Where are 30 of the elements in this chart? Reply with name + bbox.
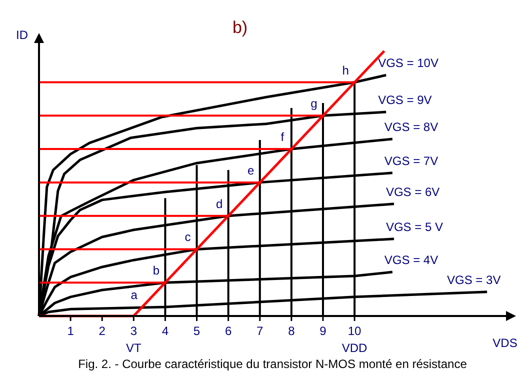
annotation: h — [342, 63, 349, 78]
x-tick-label: 9 — [320, 324, 327, 338]
series-label: VGS = 9V — [378, 92, 432, 107]
x-tick-label: 3 VT — [126, 324, 142, 355]
caption: Fig. 2. - Courbe caractéristique du transistor N-MOS monté en résistance — [78, 357, 468, 371]
x-tick-label: 10 VDD — [342, 324, 368, 355]
annotation: e — [248, 163, 255, 178]
series-label: VGS = 8V — [384, 120, 438, 134]
annotation: f — [280, 130, 285, 144]
series-label: VGS = 7V — [384, 154, 438, 168]
y-axis-title: ID — [16, 28, 28, 42]
series-label: VGS = 5 V — [386, 220, 444, 234]
x-axis-title: VDS — [492, 336, 518, 350]
annotation: a — [130, 288, 138, 302]
series-label: VGS = 6V — [386, 184, 440, 199]
series-label: VGS = 10V — [378, 56, 438, 70]
x-tick-label: 5 — [193, 324, 200, 338]
annotation: d — [216, 196, 223, 211]
x-tick-label: 2 — [98, 324, 106, 338]
series-label: VGS = 3V — [447, 272, 501, 287]
x-tick-label: 6 — [224, 324, 232, 338]
series-label: VGS = 4V — [384, 253, 438, 268]
chart-title: b) — [232, 18, 248, 37]
annotation: g — [310, 96, 318, 111]
x-tick-label: 1 — [67, 324, 74, 338]
x-tick-label: 8 — [288, 324, 296, 338]
x-tick-label: 4 — [162, 324, 169, 338]
annotation: b — [152, 264, 160, 278]
annotation: c — [184, 230, 191, 244]
x-tick-label: 7 — [256, 324, 264, 338]
